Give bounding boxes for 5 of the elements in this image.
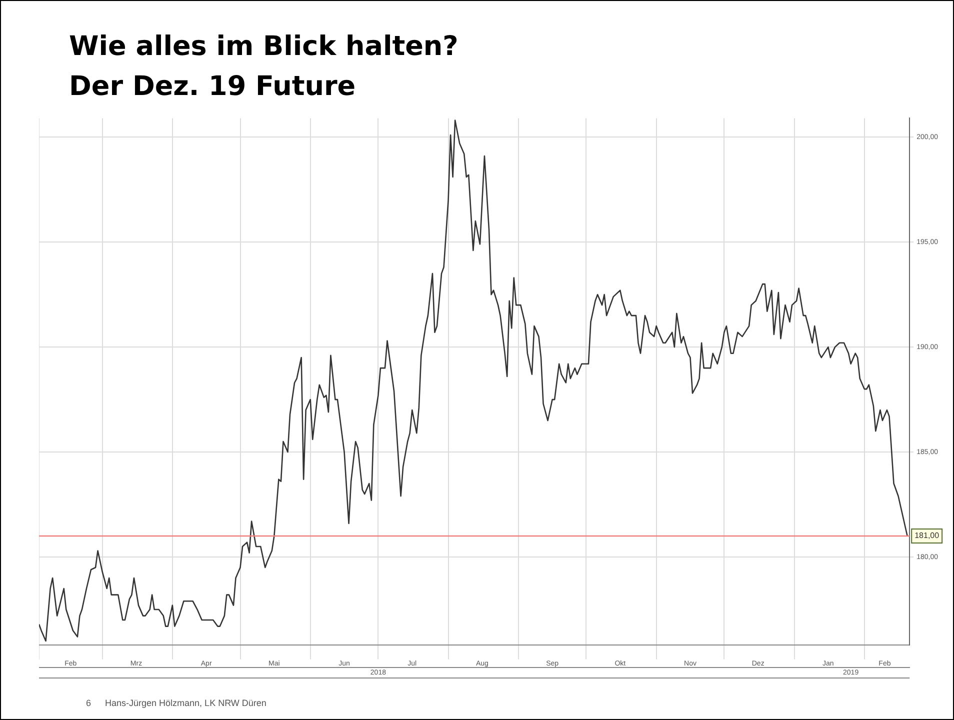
chart-title: Wie alles im Blick halten? (69, 31, 458, 62)
chart-subtitle: Der Dez. 19 Future (69, 71, 356, 102)
text: Hans-Jürgen Hölzmann, LK NRW Düren (105, 698, 266, 708)
text: 6 (86, 698, 92, 708)
ref-line-label: 181,00 (914, 531, 940, 540)
